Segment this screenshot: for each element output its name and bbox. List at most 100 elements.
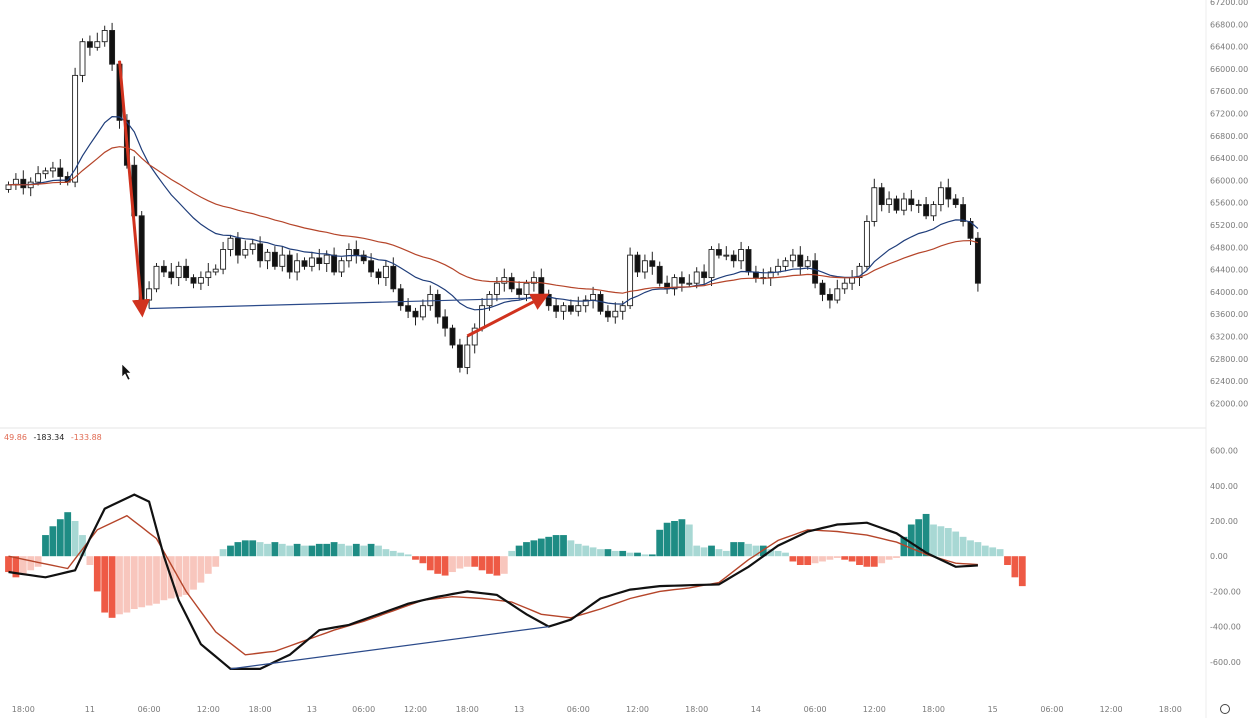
legend-value-2: -183.34 [33,433,65,442]
histogram-bar [42,535,49,557]
histogram-bar [996,549,1004,557]
macd-divergence-line [230,626,549,670]
histogram-bar [552,535,560,557]
histogram-bar [241,540,249,557]
price-tick-label: 66000.00 [1210,65,1248,74]
candle [316,257,323,264]
histogram-bar [700,547,708,557]
candle [35,173,42,183]
histogram-bar [352,543,360,557]
candle [952,198,959,206]
price-axis: 67200.00 66800.00 66400.00 66000.00 67600.00… [1205,0,1248,718]
histogram-bar [249,540,257,557]
candle [974,237,981,284]
candle [412,310,419,318]
candle [464,344,471,368]
candle [516,288,523,295]
candle [715,249,722,256]
macd-tick-label: 0.00 [1210,552,1228,561]
candle [553,305,560,312]
histogram-bar [900,536,908,557]
histogram-bar [737,542,745,557]
histogram-bar [315,543,323,557]
candle [308,257,315,267]
histogram-bar [730,542,738,557]
histogram-bar [493,556,501,576]
histogram-bar [375,545,382,557]
histogram-bar [826,556,834,560]
candle [649,260,656,267]
candle [471,327,478,346]
histogram-bar [804,556,812,565]
histogram-bar [789,556,797,562]
time-tick-label: 13 [307,705,317,714]
histogram-bar [93,556,101,592]
histogram-bar [19,556,27,574]
price-tick-label: 67200.00 [1210,110,1248,119]
histogram-bar [974,542,982,557]
macd-line [8,493,978,670]
candle [301,260,308,267]
time-tick-label: 14 [751,705,761,714]
candle [20,178,27,189]
histogram-bar [190,556,197,590]
time-settings-button[interactable] [1220,704,1230,714]
histogram-bar [204,556,212,574]
price-tick-label: 65200.00 [1210,221,1248,230]
candle [72,74,79,183]
legend-value-3: -133.88 [70,433,102,442]
histogram-bar [922,513,930,557]
histogram-bar [130,556,138,610]
histogram-bar [500,556,508,574]
candle [671,277,678,290]
candle [641,260,648,273]
candle [486,293,493,307]
candle [538,277,545,295]
candle [545,293,552,307]
histogram-bar [345,545,353,557]
price-tick-label: 62400.00 [1210,377,1248,386]
histogram-bar [841,556,849,560]
mouse-cursor-icon [121,363,132,381]
histogram-bar [463,556,471,567]
histogram-bar [915,519,923,557]
candle [582,299,589,307]
histogram-bar [641,554,649,557]
time-tick-label: 12:00 [626,705,649,714]
time-tick-label: 18:00 [249,705,272,714]
histogram-bar [708,545,715,557]
histogram-bar [907,524,915,557]
candle [205,271,212,279]
histogram-bar [833,556,841,558]
histogram-bar [537,538,545,557]
histogram-bar [545,536,553,557]
candle [79,41,86,76]
candle [812,260,819,284]
histogram-bar [389,550,397,557]
histogram-bar [449,556,456,573]
histogram-bar [426,556,434,571]
histogram-bar [308,545,316,557]
histogram-bar [175,556,183,597]
price-tick-label: 67200.00 [1210,0,1248,7]
candle [86,41,93,48]
histogram-bar [567,540,575,557]
histogram-bar [648,554,656,557]
candle [360,254,367,262]
time-axis: 18:00 11 06:00 12:00 18:00 13 06:00 12:00 18:00 1… [12,705,1182,714]
candle [449,327,456,346]
histogram-bar [560,535,567,557]
histogram-bar [219,549,227,557]
candle [782,260,789,267]
histogram-bar [278,543,286,557]
candle [42,170,49,175]
candle [368,260,375,273]
histogram-bar [782,552,789,557]
histogram-bar [1011,556,1019,578]
price-tick-label: 62000.00 [1210,399,1248,408]
candle [523,282,530,295]
histogram-bar [663,522,671,557]
time-tick-label: 12:00 [1100,705,1123,714]
histogram-bar [212,556,220,567]
time-tick-label: 18:00 [922,705,945,714]
